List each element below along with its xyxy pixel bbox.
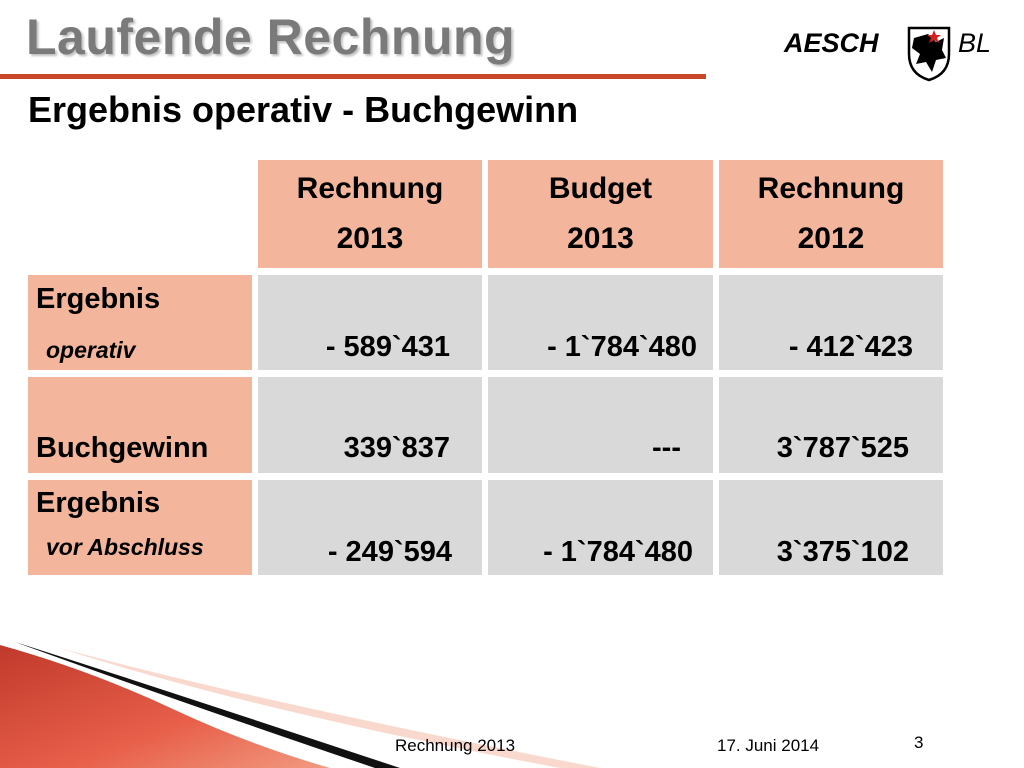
column-header-budget-2013: Budget 2013	[488, 160, 713, 268]
row-label-main: Buchgewinn	[36, 432, 209, 464]
title-underline	[0, 74, 706, 79]
row-label-sub: vor Abschluss	[46, 534, 204, 560]
slide-subtitle: Ergebnis operativ - Buchgewinn	[28, 89, 579, 130]
column-header-line2: 2012	[797, 222, 865, 255]
cell-value: - 1`784`480	[547, 331, 697, 363]
logo-text-left: AESCH	[784, 28, 879, 58]
row-label-main: Ergebnis	[36, 283, 161, 315]
column-header-rechnung-2013: Rechnung 2013	[258, 160, 482, 268]
cell-value: - 589`431	[325, 331, 450, 363]
column-header-rechnung-2012: Rechnung 2012	[719, 160, 943, 268]
row-label-buchgewinn: Buchgewinn	[28, 377, 252, 473]
column-header-line1: Rechnung	[757, 172, 905, 205]
row-label-main: Ergebnis	[36, 487, 161, 519]
coat-of-arms-icon	[907, 26, 951, 82]
table-cell: 3`375`102	[719, 480, 943, 575]
column-header-line1: Budget	[548, 172, 653, 205]
footer-date: 17. Juni 2014	[717, 736, 820, 755]
cell-value: - 1`784`480	[543, 536, 693, 568]
column-header-line2: 2013	[336, 222, 404, 255]
column-header-line2: 2013	[567, 222, 634, 255]
logo-text-right: BL	[958, 28, 992, 58]
decorative-swoosh	[0, 642, 600, 768]
table-cell: - 1`784`480	[488, 275, 713, 370]
table-cell: - 249`594	[258, 480, 482, 575]
logo: AESCH BL	[784, 24, 994, 86]
page-number: 3	[914, 733, 924, 752]
table-cell: - 412`423	[719, 275, 943, 370]
footer-title: Rechnung 2013	[395, 736, 516, 755]
cell-value: - 249`594	[327, 536, 452, 568]
cell-value: - 412`423	[788, 331, 913, 363]
table-cell: 3`787`525	[719, 377, 943, 473]
row-label-ergebnis-operativ: Ergebnis operativ	[28, 275, 252, 370]
table-cell: - 1`784`480	[488, 480, 713, 575]
row-label-sub: operativ	[46, 337, 136, 363]
slide-title: Laufende Rechnung	[26, 9, 516, 65]
column-header-line1: Rechnung	[296, 172, 444, 205]
cell-value: 339`837	[343, 432, 450, 464]
cell-value: ---	[652, 432, 681, 464]
table-cell: - 589`431	[258, 275, 482, 370]
table-cell: 339`837	[258, 377, 482, 473]
cell-value: 3`787`525	[776, 432, 909, 464]
table-cell: ---	[488, 377, 713, 473]
cell-value: 3`375`102	[776, 536, 909, 568]
row-label-ergebnis-vor-abschluss: Ergebnis vor Abschluss	[28, 480, 252, 575]
